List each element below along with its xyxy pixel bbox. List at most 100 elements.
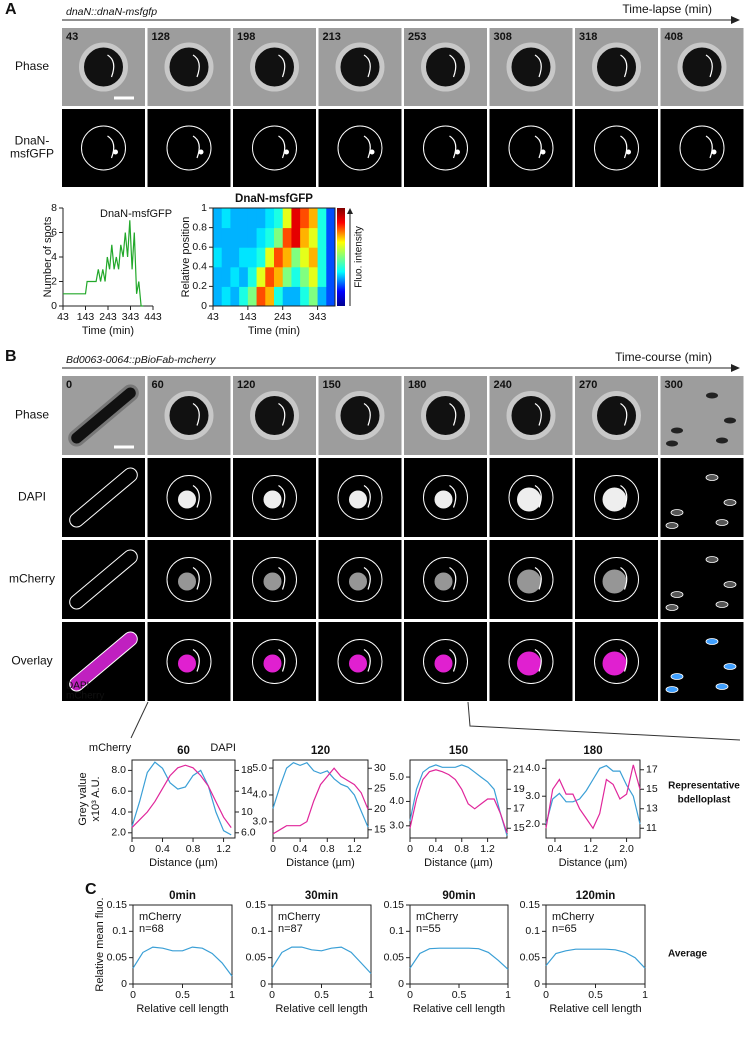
- chart-title: 180: [583, 745, 602, 757]
- data-line: [131, 761, 232, 836]
- time-label: 318: [579, 31, 597, 43]
- heat-cell: [230, 208, 240, 229]
- heat-cell: [291, 266, 301, 287]
- cell: [69, 467, 138, 528]
- bdelloplast: [250, 391, 299, 440]
- cell: [665, 686, 679, 693]
- row-label: Phase: [15, 408, 49, 422]
- x-tick-label: 0: [407, 989, 413, 1001]
- y-tick-label: 2.0: [111, 827, 126, 839]
- heat-cell: [282, 227, 292, 248]
- heat-cell: [239, 286, 249, 307]
- heat-cell: [308, 227, 319, 248]
- x-tick-label: 0.8: [454, 843, 469, 855]
- heat-cell: [308, 208, 319, 229]
- legend-label: DnaN-msfGFP: [100, 208, 172, 220]
- predator-outline: [192, 566, 200, 590]
- y2-tick-label: 15: [646, 783, 658, 795]
- heat-cell: [221, 227, 231, 248]
- y-tick-label: 8: [51, 202, 57, 214]
- heat-cell: [213, 247, 223, 268]
- data-line: [409, 769, 508, 834]
- bdelloplast: [81, 125, 126, 171]
- y2-tick-label: 15: [513, 822, 525, 834]
- time-label: 180: [408, 379, 426, 391]
- y-tick-label: 0.1: [112, 925, 127, 937]
- y-tick-label: 5.0: [389, 771, 404, 783]
- bdelloplast: [250, 42, 299, 92]
- predator-outline: [534, 648, 542, 672]
- bdelloplast: [423, 475, 468, 520]
- heat-cell: [239, 266, 249, 287]
- predator-outline: [449, 402, 457, 426]
- bdelloplast: [423, 125, 468, 171]
- y-tick-label: 0.1: [251, 925, 266, 937]
- bdelloplast: [164, 42, 214, 92]
- heat-cell: [274, 286, 284, 307]
- heat-cell: [291, 247, 301, 268]
- x-tick-label: 443: [144, 311, 162, 323]
- nucleoid: [349, 490, 367, 509]
- time-label: 308: [494, 31, 512, 43]
- y-tick-label: 0: [260, 978, 266, 990]
- y-tick-label: 0.1: [389, 925, 404, 937]
- x-axis-label: Relative cell length: [136, 1003, 228, 1015]
- annotation: n=68: [139, 923, 164, 935]
- panel-label: A: [5, 1, 17, 18]
- heat-cell: [300, 266, 310, 287]
- y-tick-label: 4.0: [111, 806, 126, 818]
- nucleoid: [178, 490, 196, 509]
- heat-cell: [274, 208, 284, 229]
- heat-cell: [300, 227, 310, 248]
- cell: [706, 392, 718, 399]
- y2-tick-label: 17: [513, 803, 525, 815]
- micrograph: [147, 109, 231, 187]
- y-tick-label: 4.0: [389, 795, 404, 807]
- nucleoid: [434, 654, 453, 673]
- x-tick-label: 0.5: [452, 989, 467, 1001]
- predator-outline: [534, 402, 542, 426]
- time-label: 43: [66, 31, 78, 43]
- predator-outline: [363, 484, 371, 508]
- colorbar: [337, 208, 345, 306]
- bdelloplast: [335, 391, 385, 440]
- predator-outline: [620, 54, 628, 78]
- heat-cell: [326, 247, 336, 268]
- nucleoid: [434, 572, 453, 591]
- micrograph: [233, 109, 316, 187]
- x-tick-label: 2.0: [619, 843, 634, 855]
- cell: [724, 417, 736, 424]
- heat-cell: [326, 286, 336, 307]
- heat-cell: [247, 247, 258, 268]
- bdelloplast: [252, 125, 297, 171]
- cell: [705, 638, 719, 645]
- y-tick-label: 3.0: [389, 820, 404, 832]
- y2-tick-label: 25: [374, 783, 386, 795]
- spot: [626, 149, 631, 155]
- time-label: 240: [494, 379, 512, 391]
- y-tick-label: 6.0: [111, 785, 126, 797]
- x-axis-label: Distance (µm): [286, 857, 355, 869]
- colorbar-label: Fluo. intensity: [354, 226, 365, 288]
- x-tick-label: 0: [129, 843, 135, 855]
- heat-cell: [291, 208, 301, 229]
- predator-outline: [107, 135, 115, 159]
- y-tick-label: 0.15: [246, 899, 267, 911]
- chart-title: 0min: [169, 890, 196, 902]
- x-axis-label: Distance (µm): [424, 857, 493, 869]
- cell: [716, 437, 728, 444]
- time-label: 150: [323, 379, 341, 391]
- row-label: msfGFP: [10, 147, 54, 161]
- nucleoid: [517, 487, 541, 512]
- nucleoid: [263, 572, 282, 591]
- x-tick-label: 1.2: [480, 843, 495, 855]
- plot-frame: [132, 904, 233, 985]
- row-label: DAPI: [18, 490, 46, 504]
- bdelloplast: [337, 475, 383, 520]
- heat-cell: [317, 266, 327, 287]
- plot-frame: [131, 759, 236, 839]
- heat-cell: [265, 208, 275, 229]
- heat-cell: [308, 247, 319, 268]
- x-tick-label: 1.2: [216, 843, 231, 855]
- predator-outline: [705, 54, 713, 78]
